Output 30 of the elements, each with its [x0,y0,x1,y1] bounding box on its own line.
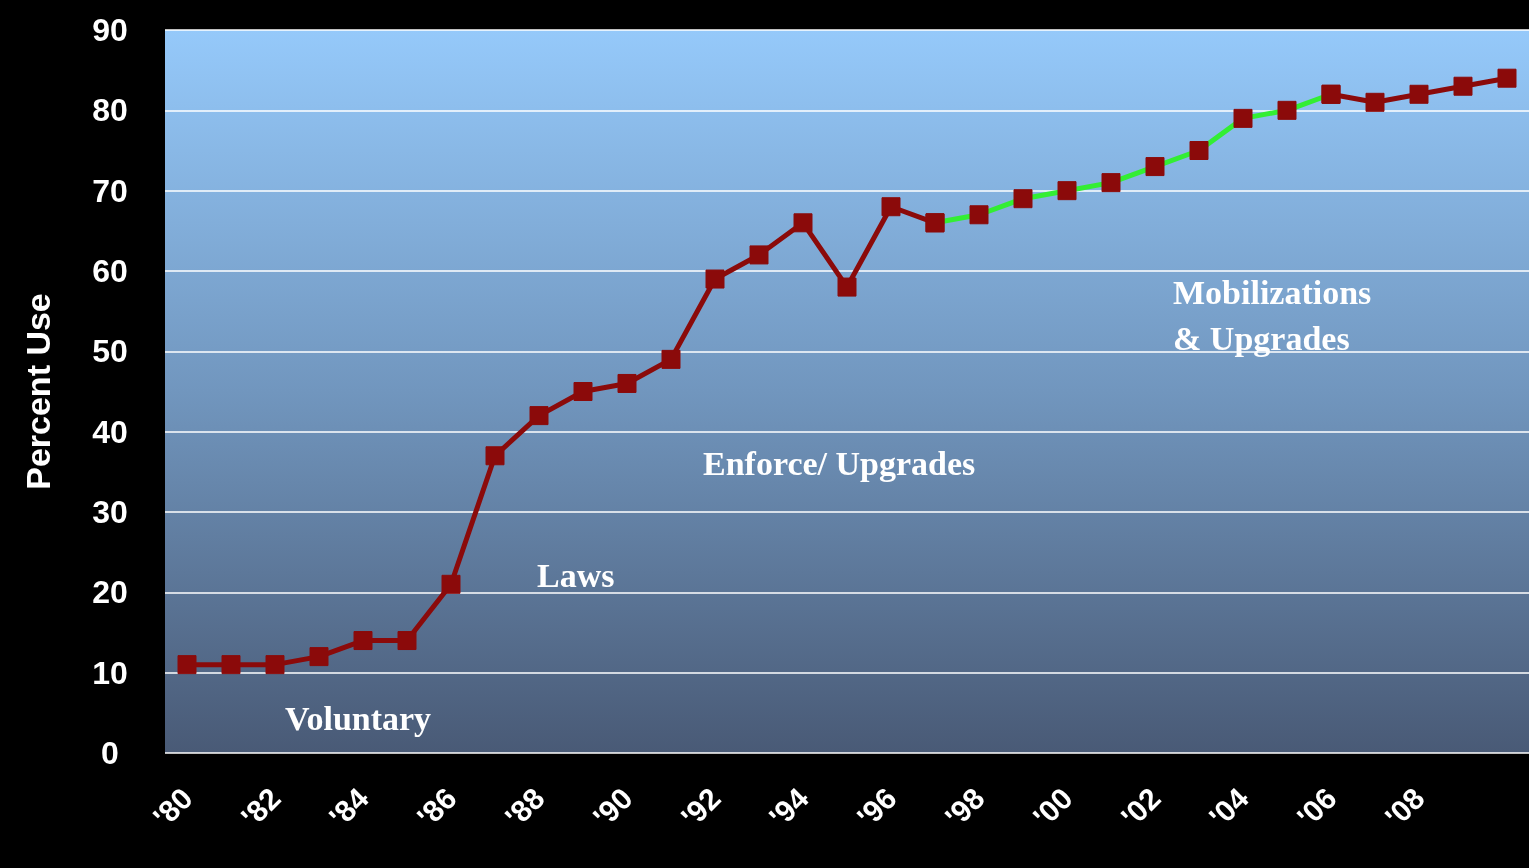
y-axis-title: Percent Use [19,293,57,490]
x-tick-label: '86 [410,781,463,834]
y-tick-label: 50 [92,333,128,370]
x-tick-label: '80 [146,781,199,834]
annotation: Enforce/ Upgrades [703,444,976,482]
y-tick-label: 80 [92,92,128,129]
annotation: Mobilizations & Upgrades [1173,273,1380,357]
annotation: Voluntary [285,699,432,737]
x-tick-label: '84 [322,781,375,834]
x-tick-label: '88 [498,781,551,834]
x-tick-label: '98 [938,781,991,834]
y-tick-label: 0 [101,735,119,771]
x-tick-label: '82 [234,781,287,834]
y-tick-label: 30 [92,494,128,530]
y-tick-label: 40 [92,413,128,450]
x-tick-label: '04 [1202,781,1255,834]
x-tick-label: '02 [1114,781,1167,834]
y-tick-label: 90 [92,12,128,48]
x-tick-label: '92 [674,781,727,834]
annotation: Laws [537,556,615,594]
y-tick-label: 70 [92,172,128,209]
y-tick-label: 60 [92,253,128,289]
x-tick-label: '96 [850,781,903,834]
x-tick-label: '06 [1290,781,1343,834]
y-tick-label: 20 [92,574,128,611]
x-tick-label: '90 [586,781,639,834]
x-tick-label: '00 [1026,781,1079,834]
x-tick-label: '94 [762,781,815,834]
x-tick-label: '08 [1378,781,1431,834]
y-tick-label: 10 [92,654,128,691]
